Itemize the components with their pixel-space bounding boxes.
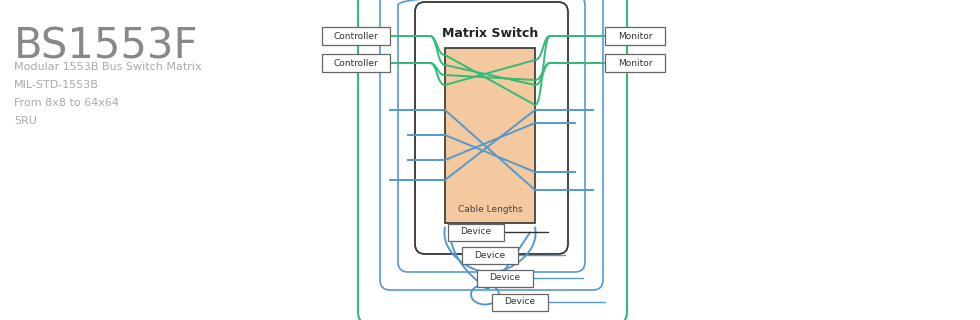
Text: Device: Device [461, 228, 492, 236]
Text: Controller: Controller [333, 59, 378, 68]
Text: From 8x8 to 64x64: From 8x8 to 64x64 [14, 98, 119, 108]
FancyBboxPatch shape [322, 54, 390, 72]
Text: Device: Device [474, 251, 506, 260]
FancyBboxPatch shape [448, 223, 504, 241]
FancyBboxPatch shape [445, 47, 535, 222]
Text: Matrix Switch: Matrix Switch [442, 27, 538, 39]
FancyBboxPatch shape [605, 27, 665, 45]
FancyBboxPatch shape [322, 27, 390, 45]
Text: 5RU: 5RU [14, 116, 37, 126]
Text: Device: Device [489, 274, 520, 283]
Text: MIL-STD-1553B: MIL-STD-1553B [14, 80, 99, 90]
FancyBboxPatch shape [462, 246, 518, 263]
Text: Device: Device [505, 298, 535, 307]
Text: Monitor: Monitor [617, 31, 653, 41]
Text: BS1553F: BS1553F [14, 25, 199, 67]
Text: Monitor: Monitor [617, 59, 653, 68]
Text: Cable Lengths: Cable Lengths [458, 205, 522, 214]
FancyBboxPatch shape [492, 293, 548, 310]
FancyBboxPatch shape [477, 269, 533, 286]
Text: Modular 1553B Bus Switch Matrix: Modular 1553B Bus Switch Matrix [14, 62, 202, 72]
FancyBboxPatch shape [605, 54, 665, 72]
Text: Controller: Controller [333, 31, 378, 41]
